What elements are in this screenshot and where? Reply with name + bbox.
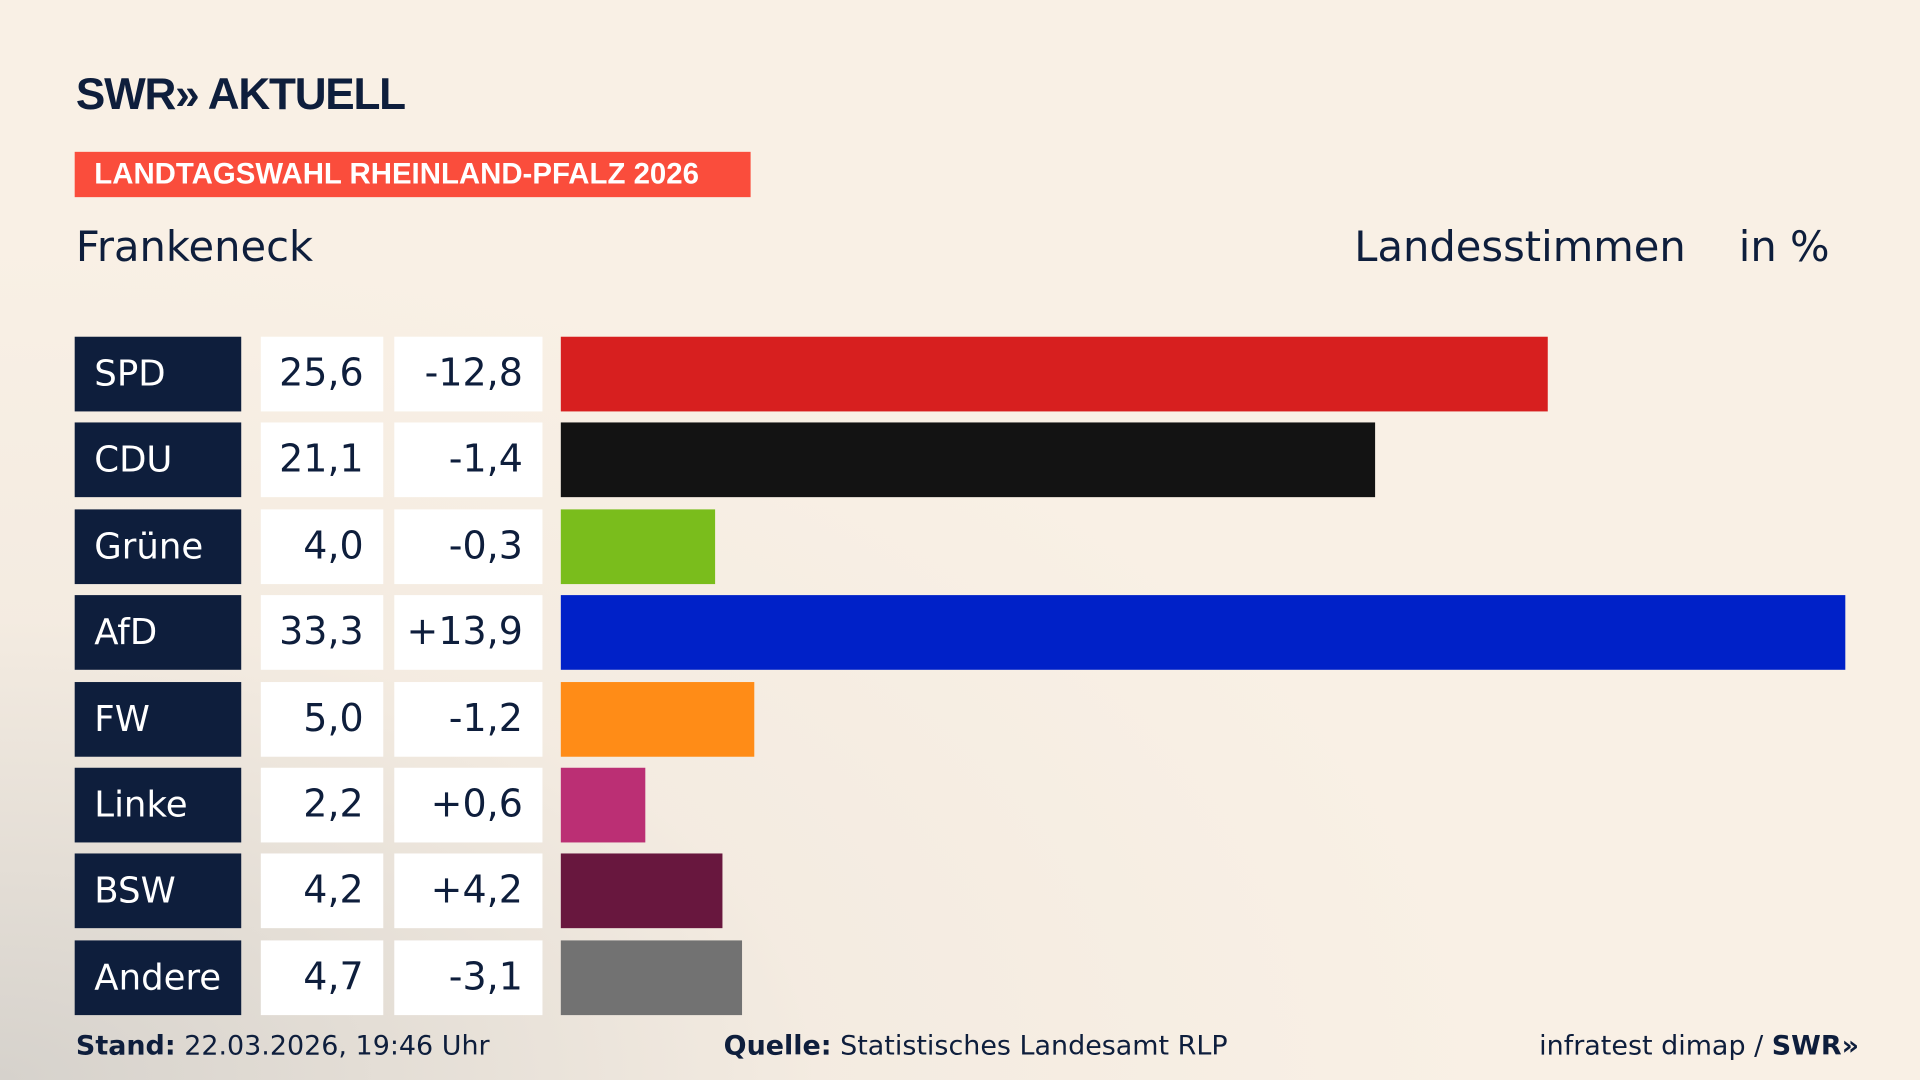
timestamp: Stand: 22.03.2026, 19:46 Uhr [76, 1031, 490, 1062]
bar [560, 853, 723, 929]
bar [560, 940, 743, 1015]
election-tag: LANDTAGSWAHL RHEINLAND-PFALZ 2026 [74, 151, 751, 198]
value-label: 25,6 [260, 336, 384, 412]
party-label: AfD [74, 595, 242, 671]
bar [560, 767, 646, 843]
value-label: 5,0 [260, 681, 384, 757]
bar [560, 336, 1549, 412]
stand-value: 22.03.2026, 19:46 Uhr [184, 1031, 490, 1062]
diff-label: +13,9 [394, 595, 543, 671]
unit-label: in % [1738, 222, 1830, 272]
diff-label: -1,4 [394, 422, 543, 498]
value-label: 4,0 [260, 509, 384, 584]
party-label: CDU [74, 422, 242, 498]
value-label: 4,7 [260, 940, 384, 1015]
swr-aktuell-logo: SWR» AKTUELL [75, 68, 406, 119]
diff-label: +4,2 [394, 853, 543, 929]
value-label: 21,1 [260, 422, 384, 498]
party-label: Grüne [74, 509, 242, 584]
swr-logo: SWR» [1771, 1031, 1860, 1062]
diff-label: +0,6 [394, 767, 543, 843]
party-label: FW [74, 681, 242, 757]
value-label: 4,2 [260, 853, 384, 929]
bar [560, 681, 754, 757]
bar [560, 595, 1846, 671]
credit: infratest dimap / SWR» [1539, 1031, 1859, 1062]
party-label: Andere [74, 940, 242, 1015]
party-label: SPD [74, 336, 242, 412]
diff-label: -1,2 [394, 681, 543, 757]
vote-type-label: Landesstimmen [1354, 222, 1686, 272]
party-label: BSW [74, 853, 242, 929]
value-label: 33,3 [260, 595, 384, 671]
diff-label: -0,3 [394, 509, 543, 584]
diff-label: -12,8 [394, 336, 543, 412]
source-label: Quelle: [723, 1031, 832, 1062]
value-label: 2,2 [260, 767, 384, 843]
place-title: Frankeneck [75, 222, 314, 272]
source-value: Statistisches Landesamt RLP [840, 1031, 1228, 1062]
party-label: Linke [74, 767, 242, 843]
diff-label: -3,1 [394, 940, 543, 1015]
credit-text: infratest dimap / [1539, 1031, 1772, 1062]
stand-label: Stand: [75, 1031, 176, 1062]
bar [560, 422, 1375, 498]
source: Quelle: Statistisches Landesamt RLP [724, 1031, 1228, 1062]
bar [560, 509, 716, 584]
